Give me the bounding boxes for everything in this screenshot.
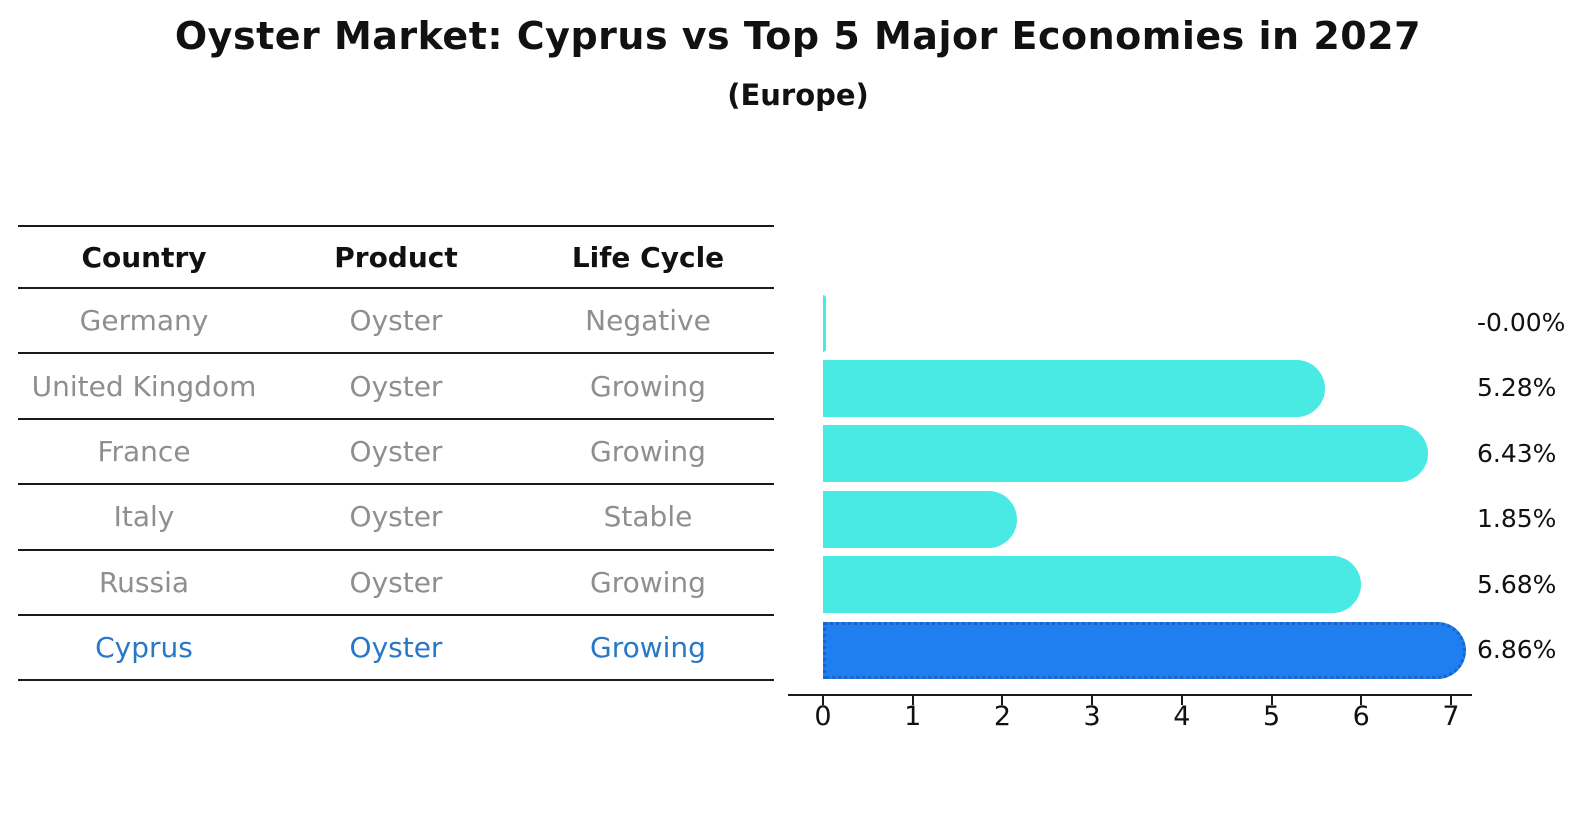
bar-cyprus <box>823 621 1467 679</box>
table-row: France Oyster Growing <box>18 420 774 486</box>
x-tick-mark <box>1449 696 1452 705</box>
table-cell-life_cycle: Growing <box>590 369 706 403</box>
table-header-row: Country Product Life Cycle <box>18 225 774 289</box>
country-table: Country Product Life Cycle Germany Oyster… <box>18 225 774 682</box>
x-tick-label: 2 <box>993 701 1011 732</box>
bar-value-label: 1.85% <box>1477 504 1557 534</box>
x-tick-label: 3 <box>1083 701 1101 732</box>
x-tick-mark <box>1270 696 1273 705</box>
bar-france <box>823 425 1428 483</box>
table-header-country: Country <box>81 240 207 274</box>
table-cell-product: Oyster <box>349 565 443 599</box>
table-cell-country: United Kingdom <box>31 369 257 403</box>
table-row: United Kingdom Oyster Growing <box>18 354 774 420</box>
table-cell-life_cycle: Growing <box>590 565 706 599</box>
table-cell-life_cycle: Negative <box>585 304 711 338</box>
x-tick-label: 5 <box>1262 701 1281 732</box>
table-row: Cyprus Oyster Growing <box>18 616 774 682</box>
chart-title: Oyster Market: Cyprus vs Top 5 Major Eco… <box>174 14 1422 58</box>
table-cell-country: Germany <box>79 304 209 338</box>
table-cell-country: Cyprus <box>95 631 193 665</box>
x-axis-line <box>788 694 1472 696</box>
table-row: Italy Oyster Stable <box>18 485 774 551</box>
bar-value-label: 5.68% <box>1477 569 1557 599</box>
x-tick-mark <box>911 696 914 705</box>
table-row: Germany Oyster Negative <box>18 289 774 355</box>
bar-value-label: 5.28% <box>1477 373 1557 403</box>
x-tick-label: 6 <box>1352 701 1370 732</box>
table-header-lifecycle: Life Cycle <box>571 240 725 274</box>
table-cell-product: Oyster <box>349 500 443 534</box>
chart-subtitle: (Europe) <box>727 78 869 112</box>
bar-russia <box>823 556 1361 614</box>
bar-italy <box>823 490 1017 548</box>
bar-germany <box>823 294 826 352</box>
table-cell-product: Oyster <box>349 304 443 338</box>
x-tick-label: 0 <box>814 701 832 732</box>
table-cell-country: Italy <box>113 500 175 534</box>
bar-value-label: -0.00% <box>1477 308 1566 337</box>
table-body: Germany Oyster Negative United Kingdom Oyste… <box>18 289 774 682</box>
table-cell-product: Oyster <box>349 631 443 665</box>
x-tick-label: 7 <box>1442 701 1460 732</box>
x-tick-label: 1 <box>904 701 922 732</box>
x-tick-mark <box>822 696 824 705</box>
x-tick-mark <box>1180 696 1183 705</box>
x-tick-mark <box>1091 696 1094 705</box>
table-cell-life_cycle: Growing <box>590 631 706 665</box>
table-header-product: Product <box>334 240 458 274</box>
x-tick-mark <box>1360 696 1363 705</box>
x-tick-label: 4 <box>1173 701 1191 732</box>
table-cell-life_cycle: Growing <box>590 434 706 468</box>
bar-united-kingdom <box>823 359 1325 417</box>
table-cell-country: France <box>97 434 191 468</box>
table-cell-product: Oyster <box>349 369 443 403</box>
table-cell-product: Oyster <box>349 434 443 468</box>
table-cell-country: Russia <box>98 565 190 599</box>
x-tick-mark <box>1001 696 1004 705</box>
bar-value-label: 6.86% <box>1477 635 1557 664</box>
table-row: Russia Oyster Growing <box>18 551 774 616</box>
bar-value-label: 6.43% <box>1477 438 1557 468</box>
table-cell-life_cycle: Stable <box>603 500 693 534</box>
